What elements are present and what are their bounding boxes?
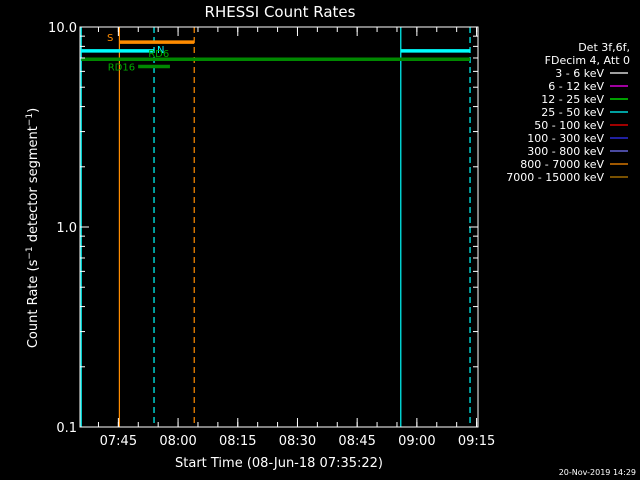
- bar-label-s: S: [107, 33, 113, 44]
- legend-header-1: FDecim 4, Att 0: [545, 54, 630, 67]
- legend-header-0: Det 3f,6f,: [578, 41, 630, 54]
- axes-group: 0.1 1.0 10.0 07:45 08:00 08:15 08:30 08:45 09:00…: [48, 21, 495, 449]
- bar-label-rd6: RD6: [148, 49, 169, 60]
- bar-label-n: N: [157, 45, 164, 56]
- generation-timestamp: 20-Nov-2019 14:29: [559, 468, 636, 477]
- legend-label-6: 300 - 800 keV: [527, 145, 604, 158]
- legend-label-4: 50 - 100 keV: [534, 119, 604, 132]
- legend-label-5: 100 - 300 keV: [527, 132, 604, 145]
- x-tick-label-1: 08:00: [159, 434, 196, 449]
- legend-label-0: 3 - 6 keV: [555, 67, 604, 80]
- x-tick-label-2: 08:15: [219, 434, 256, 449]
- y-tick-label-1: 1.0: [56, 221, 77, 236]
- y-axis-label: Count Rate (s−1 detector segment−1): [25, 108, 41, 348]
- legend-label-8: 7000 - 15000 keV: [506, 171, 604, 184]
- x-tick-label-5: 09:00: [398, 434, 435, 449]
- legend-label-2: 12 - 25 keV: [541, 93, 604, 106]
- legend-label-3: 25 - 50 keV: [541, 106, 604, 119]
- y-tick-label-2: 10.0: [48, 21, 77, 36]
- legend-label-1: 6 - 12 keV: [548, 80, 604, 93]
- x-tick-label-4: 08:45: [338, 434, 375, 449]
- x-axis-label: Start Time (08-Jun-18 07:35:22): [175, 456, 383, 471]
- x-tick-label-0: 07:45: [100, 434, 137, 449]
- x-tick-label-3: 08:30: [279, 434, 316, 449]
- legend-label-7: 800 - 7000 keV: [520, 158, 604, 171]
- chart-title: RHESSI Count Rates: [205, 3, 356, 21]
- bar-label-rd16: RD16: [108, 62, 135, 73]
- x-tick-label-6: 09:15: [458, 434, 495, 449]
- y-tick-label-0: 0.1: [56, 421, 77, 436]
